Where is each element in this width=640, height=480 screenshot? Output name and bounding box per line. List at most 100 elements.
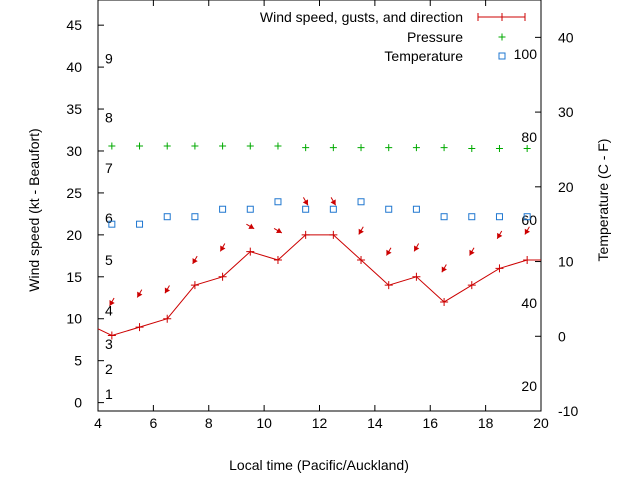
x-axis-label: Local time (Pacific/Auckland) [229,457,409,473]
temperature-point [274,198,282,206]
x-tick-label: 18 [478,415,494,431]
x-tick-label: 16 [422,415,438,431]
y-left-tick-label: 5 [74,353,82,369]
temperature-point [412,205,420,213]
pressure-point [136,142,144,150]
temperature-point [440,213,448,221]
y-right-tick-label: 10 [558,254,574,270]
temperature-point [495,213,503,221]
legend-label: Wind speed, gusts, and direction [260,9,463,25]
legend-swatch-marker [498,33,506,41]
wind-gust-arrow-head [414,245,420,252]
y-axis-label-right: Temperature (C - F) [595,139,611,262]
temperature-point [108,220,116,228]
wind-gust-arrow-head [109,300,115,306]
pressure-point [412,144,420,152]
pressure-point [163,142,171,150]
wind-gust-arrow-head [192,258,198,264]
pressure-point [246,142,254,150]
wind-gust-arrow-head [330,199,336,206]
temperature-point [329,205,337,213]
pressure-point [357,144,365,152]
y-left-tick-label: 10 [66,311,82,327]
wind-speed-point [246,247,255,256]
wind-speed-point [163,314,172,323]
y-left-tick-label: 30 [66,143,82,159]
y-right-tick-label: 20 [558,179,574,195]
wind-speed-point [107,331,116,340]
x-tick-label: 14 [367,415,383,431]
wind-speed-point [135,323,144,332]
pressure-point [274,142,282,150]
wind-gust-arrow-head [276,227,282,234]
x-tick-label: 6 [149,415,157,431]
y-left-tick-label: 40 [66,59,82,75]
wind-speed-point [384,281,393,290]
wind-speed-point [301,230,310,239]
beaufort-label: 4 [105,302,113,318]
wind-gust-arrow-head [220,245,226,252]
temperature-point [136,220,144,228]
y-left-tick-label: 15 [66,269,82,285]
wind-speed-point [190,281,199,290]
y-left-tick-label: 45 [66,17,82,33]
x-tick-label: 8 [205,415,213,431]
pressure-point [495,144,503,152]
y-left-tick-label: 20 [66,227,82,243]
wind-gust-arrow-head [137,291,143,298]
legend-swatch-marker [498,13,506,21]
y-right-tick-label: -10 [558,403,578,419]
wind-speed-point [467,281,476,290]
beaufort-label: 9 [105,51,113,67]
pressure-point [329,144,337,152]
x-tick-label: 12 [312,415,328,431]
legend-swatch-caps [477,13,526,21]
beaufort-label: 3 [105,336,113,352]
pressure-point [385,144,393,152]
wind-speed-point [273,256,282,265]
wind-speed-line [97,234,541,337]
y-axis-label-left: Wind speed (kt - Beaufort) [26,128,42,291]
wind-gust-arrow-head [386,249,392,256]
temperature-point [219,205,227,213]
y-left-tick-label: 25 [66,185,82,201]
pressure-point [440,144,448,152]
fahrenheit-label: 20 [521,378,537,394]
wind-speed-point [440,297,449,306]
beaufort-label: 5 [105,252,113,268]
x-tick-label: 4 [94,415,102,431]
wind-speed-point [329,230,338,239]
pressure-point [468,144,476,152]
y-right-tick-label: 30 [558,104,574,120]
wind-gust-arrow-head [524,228,531,235]
legend-label: Pressure [407,29,463,45]
pressure-point [219,142,227,150]
y-right-tick-label: 0 [558,328,566,344]
temperature-point [163,213,171,221]
temperature-point [357,198,365,206]
wind-speed-point [495,264,504,273]
wind-gust-arrow-head [497,232,503,239]
temperature-point [468,213,476,221]
pressure-point [302,144,310,152]
legend-label: Temperature [384,48,463,64]
x-tick-label: 10 [256,415,272,431]
temperature-point [385,205,393,213]
pressure-point [191,142,199,150]
beaufort-label: 1 [105,386,113,402]
x-tick-label: 20 [533,415,549,431]
plot-frame [97,0,542,412]
y-left-tick-label: 35 [66,101,82,117]
fahrenheit-label: 80 [521,129,537,145]
beaufort-label: 2 [105,361,113,377]
fahrenheit-label: 100 [514,46,538,62]
beaufort-label: 6 [105,210,113,226]
wind-speed-point [218,272,227,281]
fahrenheit-label: 40 [521,295,537,311]
wind-gust-arrow-head [441,266,447,273]
wind-gust-arrow-head [302,199,309,206]
wind-gust-arrow-head [469,249,475,256]
pressure-point [108,142,116,150]
temperature-point [191,213,199,221]
